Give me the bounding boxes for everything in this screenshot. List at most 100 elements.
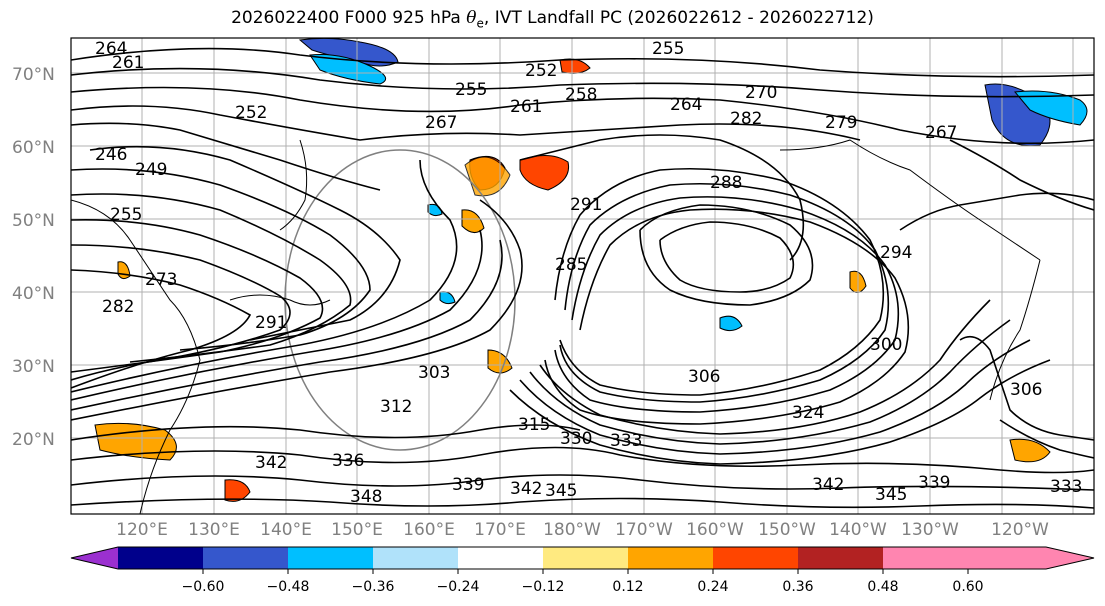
contour-label: 342 [255,453,287,473]
patch-cyan-east-1 [1014,90,1088,126]
colorbar-tick-label: 0.12 [612,579,643,595]
map-content: 264 261 255 252 255 261 258 264 270 267 … [71,38,1094,514]
colorbar-ticks [202,569,969,574]
colorbar-tick-label: −0.48 [267,579,310,595]
lat-label: 50°N [12,211,55,231]
colorbar-tick-label: 0.48 [867,579,898,595]
lon-label: 170°E [474,520,526,540]
contour-label: 303 [418,363,450,383]
contour-label: 324 [792,403,824,423]
contour-label: 252 [235,103,267,123]
patch-orange-2 [461,209,485,233]
colorbar-bin [883,547,968,569]
contour-label: 345 [545,481,577,501]
contour-label: 333 [610,431,642,451]
contour-label: 294 [880,243,912,263]
contour-label: 270 [745,83,777,103]
contour-label: 279 [825,113,857,133]
contour-label: 267 [925,123,957,143]
colorbar-bin [458,547,543,569]
lat-label: 30°N [12,357,55,377]
contour-label: 291 [255,313,287,333]
map-frame [70,37,1095,515]
contour-label: 246 [95,145,127,165]
contour-label: 312 [380,397,412,417]
colorbar-extend-max [968,547,1094,569]
contour-label: 342 [812,475,844,495]
colorbar: −0.60 −0.48 −0.36 −0.24 −0.12 0.12 0.24 … [70,546,1095,595]
lon-label: 160°W [686,520,744,540]
colorbar-outline [70,546,1095,570]
contour-label: 342 [510,479,542,499]
contour-label: 282 [730,109,762,129]
colorbar-bin [543,547,628,569]
contour-label: 264 [95,39,127,59]
contour-label: 306 [1010,380,1042,400]
contour-label: 300 [870,335,902,355]
colorbar-bin [288,547,373,569]
lon-label: 170°W [615,520,673,540]
longitude-labels: 120°E 130°E 140°E 150°E 160°E 170°E 180°… [116,520,1049,540]
contour-label: 288 [710,173,742,193]
colorbar-tick-label: −0.12 [522,579,565,595]
patch-orange-5 [1009,438,1051,463]
lat-label: 40°N [12,284,55,304]
contour-label: 258 [565,85,597,105]
theta-e-contours [71,47,1094,509]
contour-label: 264 [670,95,702,115]
contour-label: 261 [112,53,144,73]
shaded-patches [94,38,1088,502]
colorbar-bin [373,547,458,569]
lon-label: 120°E [116,520,168,540]
colorbar-bin [203,547,288,569]
lat-label: 70°N [12,65,55,85]
coast-asia [71,199,201,514]
contour-label: 330 [560,429,592,449]
colorbar-tick-label: −0.60 [182,579,225,595]
contour-label: 267 [425,113,457,133]
lon-label: 130°W [901,520,959,540]
colorbar-bin [628,547,713,569]
contour-label: 306 [688,367,720,387]
colorbar-extend-min [71,547,118,569]
contour-label: 348 [350,487,382,507]
contour-label: 315 [518,415,550,435]
patch-cyan-1 [719,315,743,332]
lon-label: 130°E [188,520,240,540]
colorbar-tick-label: 0.24 [697,579,728,595]
contour-label: 339 [452,475,484,495]
lon-label: 140°E [260,520,312,540]
contour-label: 261 [510,97,542,117]
colorbar-tick-label: 0.36 [782,579,813,595]
colorbar-bin [118,547,203,569]
map-title: 2026022400 F000 925 hPa θe, IVT Landfall… [231,8,874,31]
coast-japan [229,294,331,306]
coast-kamchatka [279,139,308,231]
contour-label: 273 [145,270,177,290]
patch-orange-1 [464,156,511,197]
lon-label: 120°W [991,520,1049,540]
contour-label: 291 [570,195,602,215]
contour-label: 345 [875,485,907,505]
contour-label: 336 [332,451,364,471]
colorbar-tick-label: 0.60 [952,579,983,595]
contour-label: 249 [135,160,167,180]
contour-label: 282 [102,297,134,317]
colorbar-tick-label: −0.24 [437,579,480,595]
colorbar-bin [713,547,798,569]
patch-red-2 [519,155,570,191]
lon-label: 160°E [403,520,455,540]
contour-label: 252 [525,61,557,81]
contour-labels: 264 261 255 252 255 261 258 264 270 267 … [95,39,1082,507]
contour-label: 285 [555,255,587,275]
coastlines [71,139,1041,514]
contour-label: 333 [1050,477,1082,497]
contour-label: 255 [110,205,142,225]
contour-label: 255 [455,80,487,100]
contour-label: 255 [652,39,684,59]
colorbar-bin [798,547,883,569]
coast-namerica [989,259,1041,401]
coast-alaska [779,139,1041,261]
lon-label: 150°W [758,520,816,540]
